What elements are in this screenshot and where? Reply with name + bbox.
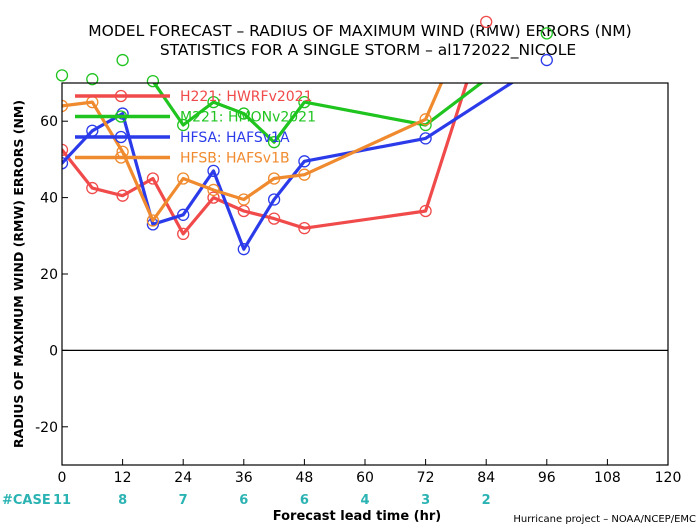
chart-subtitle: STATISTICS FOR A SINGLE STORM – al172022… xyxy=(160,41,576,60)
legend-label: M221: HMONv2021 xyxy=(180,110,316,126)
legend-marker xyxy=(114,89,128,103)
y-tick-label: 40 xyxy=(40,191,58,207)
y-tick-label: 0 xyxy=(49,343,58,359)
series-layer xyxy=(62,83,515,256)
series-point xyxy=(540,53,553,67)
series-point xyxy=(267,212,281,225)
x-tick-label: 108 xyxy=(594,470,621,486)
y-tick-label: 60 xyxy=(40,114,58,130)
x-tick-label: 72 xyxy=(417,470,435,486)
x-tick-label: 60 xyxy=(356,470,374,486)
case-counts: 11 8 7 6 6 4 3 2 xyxy=(53,493,491,508)
x-tick-label: 96 xyxy=(538,470,556,486)
series-point xyxy=(267,193,281,206)
series-point xyxy=(86,73,99,86)
series-point xyxy=(116,53,129,67)
x-axis-label: Forecast lead time (hr) xyxy=(273,509,441,524)
case-count: 2 xyxy=(482,493,491,508)
x-tick-label: 120 xyxy=(655,470,682,486)
legend-label: HFSA: HAFSv1A xyxy=(180,130,290,146)
series-point xyxy=(298,155,311,168)
series-point xyxy=(419,113,432,126)
series-line xyxy=(62,83,515,251)
series-point xyxy=(237,243,250,256)
x-tick-label: 24 xyxy=(174,470,192,486)
series-point xyxy=(62,157,69,170)
series-point xyxy=(419,204,432,218)
x-tick-label: 48 xyxy=(295,470,313,486)
series-point xyxy=(62,99,69,113)
series-point xyxy=(298,222,311,235)
series-point xyxy=(62,143,69,156)
y-axis-label: RADIUS OF MAXIMUM WIND (RMW) ERRORS (NM) xyxy=(11,100,26,448)
series-point xyxy=(177,118,190,132)
series-point xyxy=(207,164,220,178)
plot-frame xyxy=(61,82,669,466)
legend-marker xyxy=(114,110,128,123)
series-point xyxy=(177,227,190,241)
series-point xyxy=(207,183,220,197)
y-axis-ticks: -20 0 20 40 60 xyxy=(35,114,68,436)
series-line xyxy=(152,83,484,144)
series-line xyxy=(62,83,444,223)
x-tick-label: 36 xyxy=(235,470,253,486)
legend: H221: HWRFv2021 M221: HMONv2021 HFSA: HAFS… xyxy=(75,89,316,167)
series-point xyxy=(419,132,432,145)
series-point xyxy=(55,69,69,82)
case-label: #CASE xyxy=(2,493,51,508)
case-count: 4 xyxy=(360,493,369,508)
series-point xyxy=(480,15,493,29)
x-tick-label: 84 xyxy=(477,470,495,486)
x-tick-label: 0 xyxy=(58,470,67,486)
series-point xyxy=(116,189,129,202)
series-point xyxy=(540,27,553,40)
series-point xyxy=(237,193,250,206)
case-count: 6 xyxy=(239,493,248,508)
x-tick-label: 12 xyxy=(114,470,132,486)
y-tick-label: -20 xyxy=(35,420,58,436)
case-count: 8 xyxy=(118,493,127,508)
series-point xyxy=(177,172,190,185)
chart-title: MODEL FORECAST – RADIUS OF MAXIMUM WIND … xyxy=(88,22,631,40)
legend-label: HFSB: HAFSv1B xyxy=(180,151,290,167)
case-count: 3 xyxy=(421,493,430,508)
case-count: 6 xyxy=(300,493,309,508)
legend-marker xyxy=(114,151,128,164)
series-point xyxy=(267,172,281,185)
series-point xyxy=(207,191,220,204)
case-count: 7 xyxy=(179,493,188,508)
series-point xyxy=(146,214,160,227)
x-axis-ticks: 0 12 24 36 48 60 72 84 96 108 120 xyxy=(58,459,682,486)
series-point xyxy=(86,181,99,195)
series-point xyxy=(267,136,281,149)
series-point xyxy=(146,172,160,185)
case-count: 11 xyxy=(53,493,71,508)
series-point xyxy=(298,95,311,109)
overflow-markers-layer xyxy=(55,15,553,88)
credit-text: Hurricane project – NOAA/NCEP/EMC xyxy=(513,514,696,524)
legend-marker xyxy=(114,130,128,144)
series-point xyxy=(146,74,160,88)
series-point xyxy=(207,95,220,109)
legend-label: H221: HWRFv2021 xyxy=(180,89,312,105)
series-point xyxy=(237,107,250,120)
series-point xyxy=(298,168,311,181)
series-line xyxy=(62,83,469,236)
series-point xyxy=(177,208,190,221)
y-tick-label: 20 xyxy=(40,267,58,283)
